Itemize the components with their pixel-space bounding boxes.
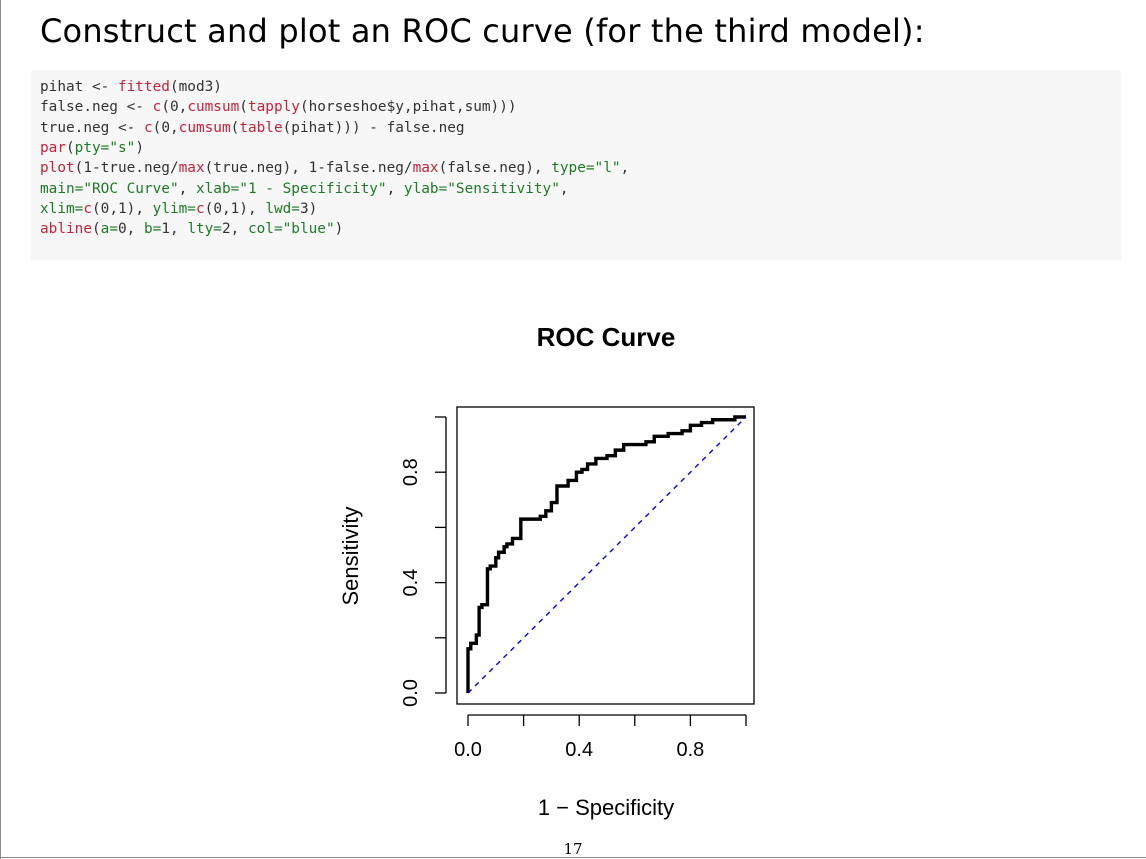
code-token: ylim=	[152, 200, 196, 217]
code-line: plot(1-true.neg/max(true.neg), 1-false.n…	[40, 158, 629, 178]
y-tick-label: 0.4	[400, 569, 422, 597]
x-tick-label: 0.8	[676, 739, 704, 761]
code-token: a=	[100, 221, 118, 238]
code-token: "ROC Curve"	[83, 180, 179, 197]
code-token: ylab=	[403, 180, 448, 197]
code-token: ,	[386, 180, 404, 197]
y-tick-label: 0.0	[400, 679, 422, 707]
code-token: (false.neg),	[438, 160, 552, 177]
code-token: tapply	[247, 99, 300, 116]
series-layer	[466, 415, 747, 694]
code-token: <-	[126, 99, 153, 116]
page-number: 17	[563, 840, 583, 858]
code-token: 2,	[221, 221, 248, 238]
code-token: c	[83, 200, 92, 217]
code-token: "blue"	[282, 221, 335, 238]
code-token: )	[135, 139, 144, 156]
code-token: lwd=	[265, 200, 300, 217]
code-token: (0,1),	[204, 200, 266, 217]
code-token: (0,	[152, 119, 179, 136]
axes: 0.0 0.4 0.8 0.0 0.4 0.8	[400, 416, 747, 761]
code-token: c	[195, 200, 205, 217]
code-token: max	[412, 160, 439, 177]
code-token: )	[334, 221, 344, 238]
code-token: "s"	[109, 139, 136, 156]
code-token: <-	[117, 119, 144, 136]
code-token: abline	[40, 221, 92, 238]
code-line: main="ROC Curve", xlab="1 - Specificity"…	[40, 179, 569, 199]
code-line: false.neg <- c(0,cumsum(tapply(horseshoe…	[40, 97, 517, 117]
code-token: "l"	[594, 160, 621, 177]
code-token: "Sensitivity"	[447, 180, 560, 197]
code-token: par	[40, 139, 66, 156]
code-token: (pihat))) - false.neg	[282, 119, 465, 136]
code-line: xlim=c(0,1), ylim=c(0,1), lwd=3)	[40, 199, 317, 219]
code-token: true.neg	[40, 119, 118, 136]
code-token: (	[66, 139, 75, 156]
code-token: <-	[91, 79, 118, 95]
code-token: col=	[247, 221, 283, 238]
code-token: (1-true.neg/	[74, 160, 179, 177]
x-tick-label: 0.0	[454, 739, 482, 761]
code-token: type=	[551, 160, 595, 177]
code-token: xlim=	[40, 200, 84, 217]
code-line: par(pty="s")	[40, 138, 144, 158]
code-token: max	[178, 160, 205, 177]
code-token: c	[143, 119, 153, 136]
code-token: (true.neg), 1-false.neg/	[204, 160, 413, 177]
code-token: pihat	[40, 79, 92, 95]
code-token: ,	[178, 180, 196, 197]
code-token: 1,	[161, 221, 188, 238]
code-token: (mod3)	[169, 79, 222, 95]
code-token: cumsum	[187, 99, 240, 116]
x-axis-label: 1 − Specificity	[538, 795, 674, 820]
code-token: 0,	[117, 221, 144, 238]
code-token: fitted	[117, 79, 170, 95]
code-token: (0,1),	[92, 200, 153, 217]
code-line: pihat <- fitted(mod3)	[40, 77, 222, 97]
code-token: c	[152, 99, 162, 116]
code-token: "1 - Specificity"	[239, 180, 387, 197]
code-token: b=	[143, 221, 162, 238]
code-token: main=	[40, 180, 84, 197]
plot-box	[456, 406, 755, 705]
code-token: (0,	[161, 99, 188, 116]
code-token: xlab=	[195, 180, 240, 197]
slide-frame-left	[0, 0, 1, 859]
code-token: cumsum	[178, 119, 231, 136]
code-token: pty=	[74, 139, 110, 156]
code-line: abline(a=0, b=1, lty=2, col="blue")	[40, 219, 343, 239]
code-line: true.neg <- c(0,cumsum(table(pihat))) - …	[40, 118, 465, 138]
code-block	[31, 70, 1121, 260]
x-tick-label: 0.4	[565, 739, 593, 761]
chart-title: ROC Curve	[537, 322, 676, 352]
code-token: false.neg	[40, 99, 127, 116]
y-tick-label: 0.8	[400, 458, 422, 486]
roc-curve-line	[466, 415, 746, 693]
slide-frame-bottom	[0, 857, 1146, 858]
code-token: (	[91, 221, 101, 238]
y-axis-label: Sensitivity	[338, 506, 363, 605]
code-token: (	[239, 99, 248, 116]
code-token: (horseshoe$y,pihat,sum)))	[299, 99, 517, 116]
roc-chart: ROC Curve 0.0 0.4 0.8 0.0 0.4 0.8 1 − Specifi…	[338, 322, 755, 820]
code-token: (	[230, 119, 240, 136]
code-token: plot	[40, 160, 75, 177]
code-token: 3)	[299, 200, 318, 217]
code-token: table	[239, 119, 283, 136]
code-token: lty=	[187, 221, 222, 238]
code-token: ,	[620, 160, 630, 177]
slide-title: Construct and plot an ROC curve (for the…	[40, 12, 925, 50]
code-token: ,	[559, 180, 569, 197]
